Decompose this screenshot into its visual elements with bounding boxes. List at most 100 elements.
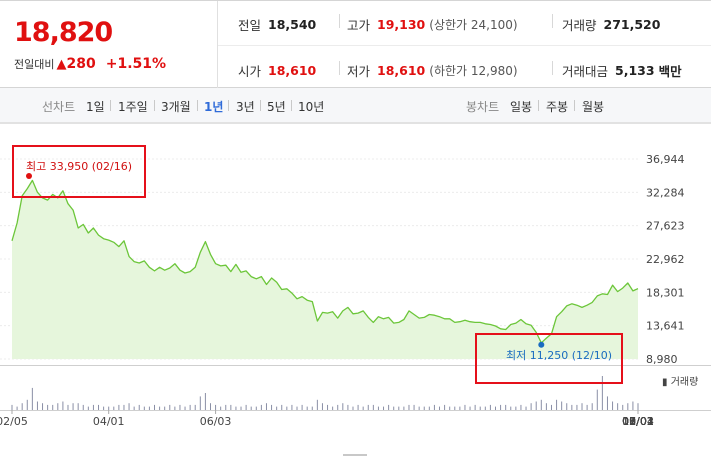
volume-bar [464, 404, 466, 410]
candle-daily[interactable]: 일봉 [510, 100, 533, 114]
volume-bar [566, 403, 568, 410]
high-annotation: 최고 33,950 (02/16) [26, 158, 132, 174]
price-box: 18,820 전일대비 ▲ 280 +1.51% [0, 1, 218, 88]
volume-bar [179, 404, 181, 410]
volume-bar [225, 404, 227, 410]
volume-bar [47, 404, 49, 410]
volume-bar [388, 404, 390, 410]
volume-bar [286, 406, 288, 410]
volume-bar [403, 406, 405, 410]
volume-bar [16, 406, 18, 410]
volume-bar [265, 403, 267, 410]
volume-bar [449, 406, 451, 410]
period-1y[interactable]: 1년 [204, 100, 224, 114]
volume-bar [245, 404, 247, 410]
volume-bar [220, 406, 222, 410]
volume-bar [591, 403, 593, 410]
volume-bar [215, 404, 217, 410]
y-tick-label: 18,301 [646, 286, 685, 299]
volume-bar [627, 403, 629, 410]
open-stat: 시가 18,610 [238, 61, 316, 80]
period-3m[interactable]: 3개월 [161, 100, 191, 114]
volume-bar [459, 406, 461, 410]
volume-bar [42, 403, 44, 410]
low-label: 저가 [347, 64, 371, 79]
volume-bar [494, 406, 496, 410]
period-1w[interactable]: 1주일 [118, 100, 148, 114]
volume-bar [52, 404, 54, 410]
x-tick-label: 08/01 [622, 415, 654, 428]
volume-bar [612, 401, 614, 410]
volume-bar [622, 404, 624, 410]
volume-bar [383, 406, 385, 410]
volume-bar [77, 403, 79, 410]
volume-bar [337, 404, 339, 410]
high-stat: 고가 19,130 (상한가 24,100) [347, 15, 518, 34]
volume-bar [556, 399, 558, 410]
period-1d[interactable]: 1일 [86, 100, 105, 114]
volume-bar [21, 403, 23, 410]
high-annotation-label: 최고 [26, 160, 47, 173]
divider [110, 100, 111, 111]
volume-bar [571, 404, 573, 410]
divider [574, 100, 575, 111]
period-3y[interactable]: 3년 [236, 100, 255, 114]
volume-bar [316, 399, 318, 410]
low-annotation-label: 최저 [506, 349, 527, 362]
volume-bar [240, 406, 242, 410]
period-10y[interactable]: 10년 [298, 100, 325, 114]
volume-bar [31, 387, 33, 410]
candle-weekly[interactable]: 주봉 [546, 100, 569, 114]
high-value: 19,130 [377, 17, 426, 32]
volume-bar [439, 406, 441, 410]
volume-bar [159, 406, 161, 410]
high-annotation-date: (02/16) [91, 160, 133, 173]
scroll-handle[interactable] [343, 454, 367, 456]
candle-monthly[interactable]: 월봉 [582, 100, 605, 114]
volume-bar [515, 406, 517, 410]
volume-bar [138, 404, 140, 410]
volume-bar [311, 406, 313, 410]
volume-bar [291, 404, 293, 410]
low-stat: 저가 18,610 (하한가 12,980) [347, 61, 518, 80]
volume-bar [550, 404, 552, 410]
volume-bar [362, 406, 364, 410]
volume-bar [561, 401, 563, 410]
line-chart-label: 선차트 [42, 100, 76, 114]
divider [552, 61, 553, 75]
volume-bar [418, 406, 420, 410]
volume-stat: 거래량 271,520 [562, 15, 660, 34]
period-5y[interactable]: 5년 [267, 100, 286, 114]
lower-limit: (하한가 12,980) [429, 64, 518, 78]
high-annotation-value: 33,950 [49, 160, 89, 173]
volume-bar [143, 406, 145, 410]
volume-bar [347, 404, 349, 410]
price-change: 전일대비 ▲ 280 +1.51% [14, 56, 166, 72]
price-chart-svg: 8,980 13,641 18,301 22,962 27,623 32,284 36,94… [0, 123, 711, 428]
volume-legend-label: 거래량 [670, 377, 699, 388]
volume-bar [194, 404, 196, 410]
volume-bar [92, 404, 94, 410]
low-value: 18,610 [377, 63, 426, 78]
change-percent: +1.51% [105, 56, 167, 72]
volume-label: 거래량 [562, 18, 597, 33]
y-tick-label: 8,980 [646, 353, 678, 366]
low-annotation: 최저 11,250 (12/10) [506, 347, 612, 363]
x-tick-label: 04/01 [93, 415, 125, 428]
volume-bar [428, 406, 430, 410]
volume-bar [469, 406, 471, 410]
divider [339, 61, 340, 75]
volume-bar [576, 404, 578, 410]
volume-bar [36, 401, 38, 410]
volume-bar [128, 403, 130, 410]
high-label: 고가 [347, 18, 371, 33]
volume-bar [271, 404, 273, 410]
price-chart[interactable]: 8,980 13,641 18,301 22,962 27,623 32,284 36,94… [0, 123, 711, 456]
x-tick-label: 02/05 [0, 415, 28, 428]
volume-bar [372, 404, 374, 410]
volume-value: 271,520 [603, 17, 661, 32]
volume-bar [174, 406, 176, 410]
low-highlight-box [475, 333, 623, 384]
x-tick-label: 05/02 [622, 415, 654, 428]
divider [538, 100, 539, 111]
